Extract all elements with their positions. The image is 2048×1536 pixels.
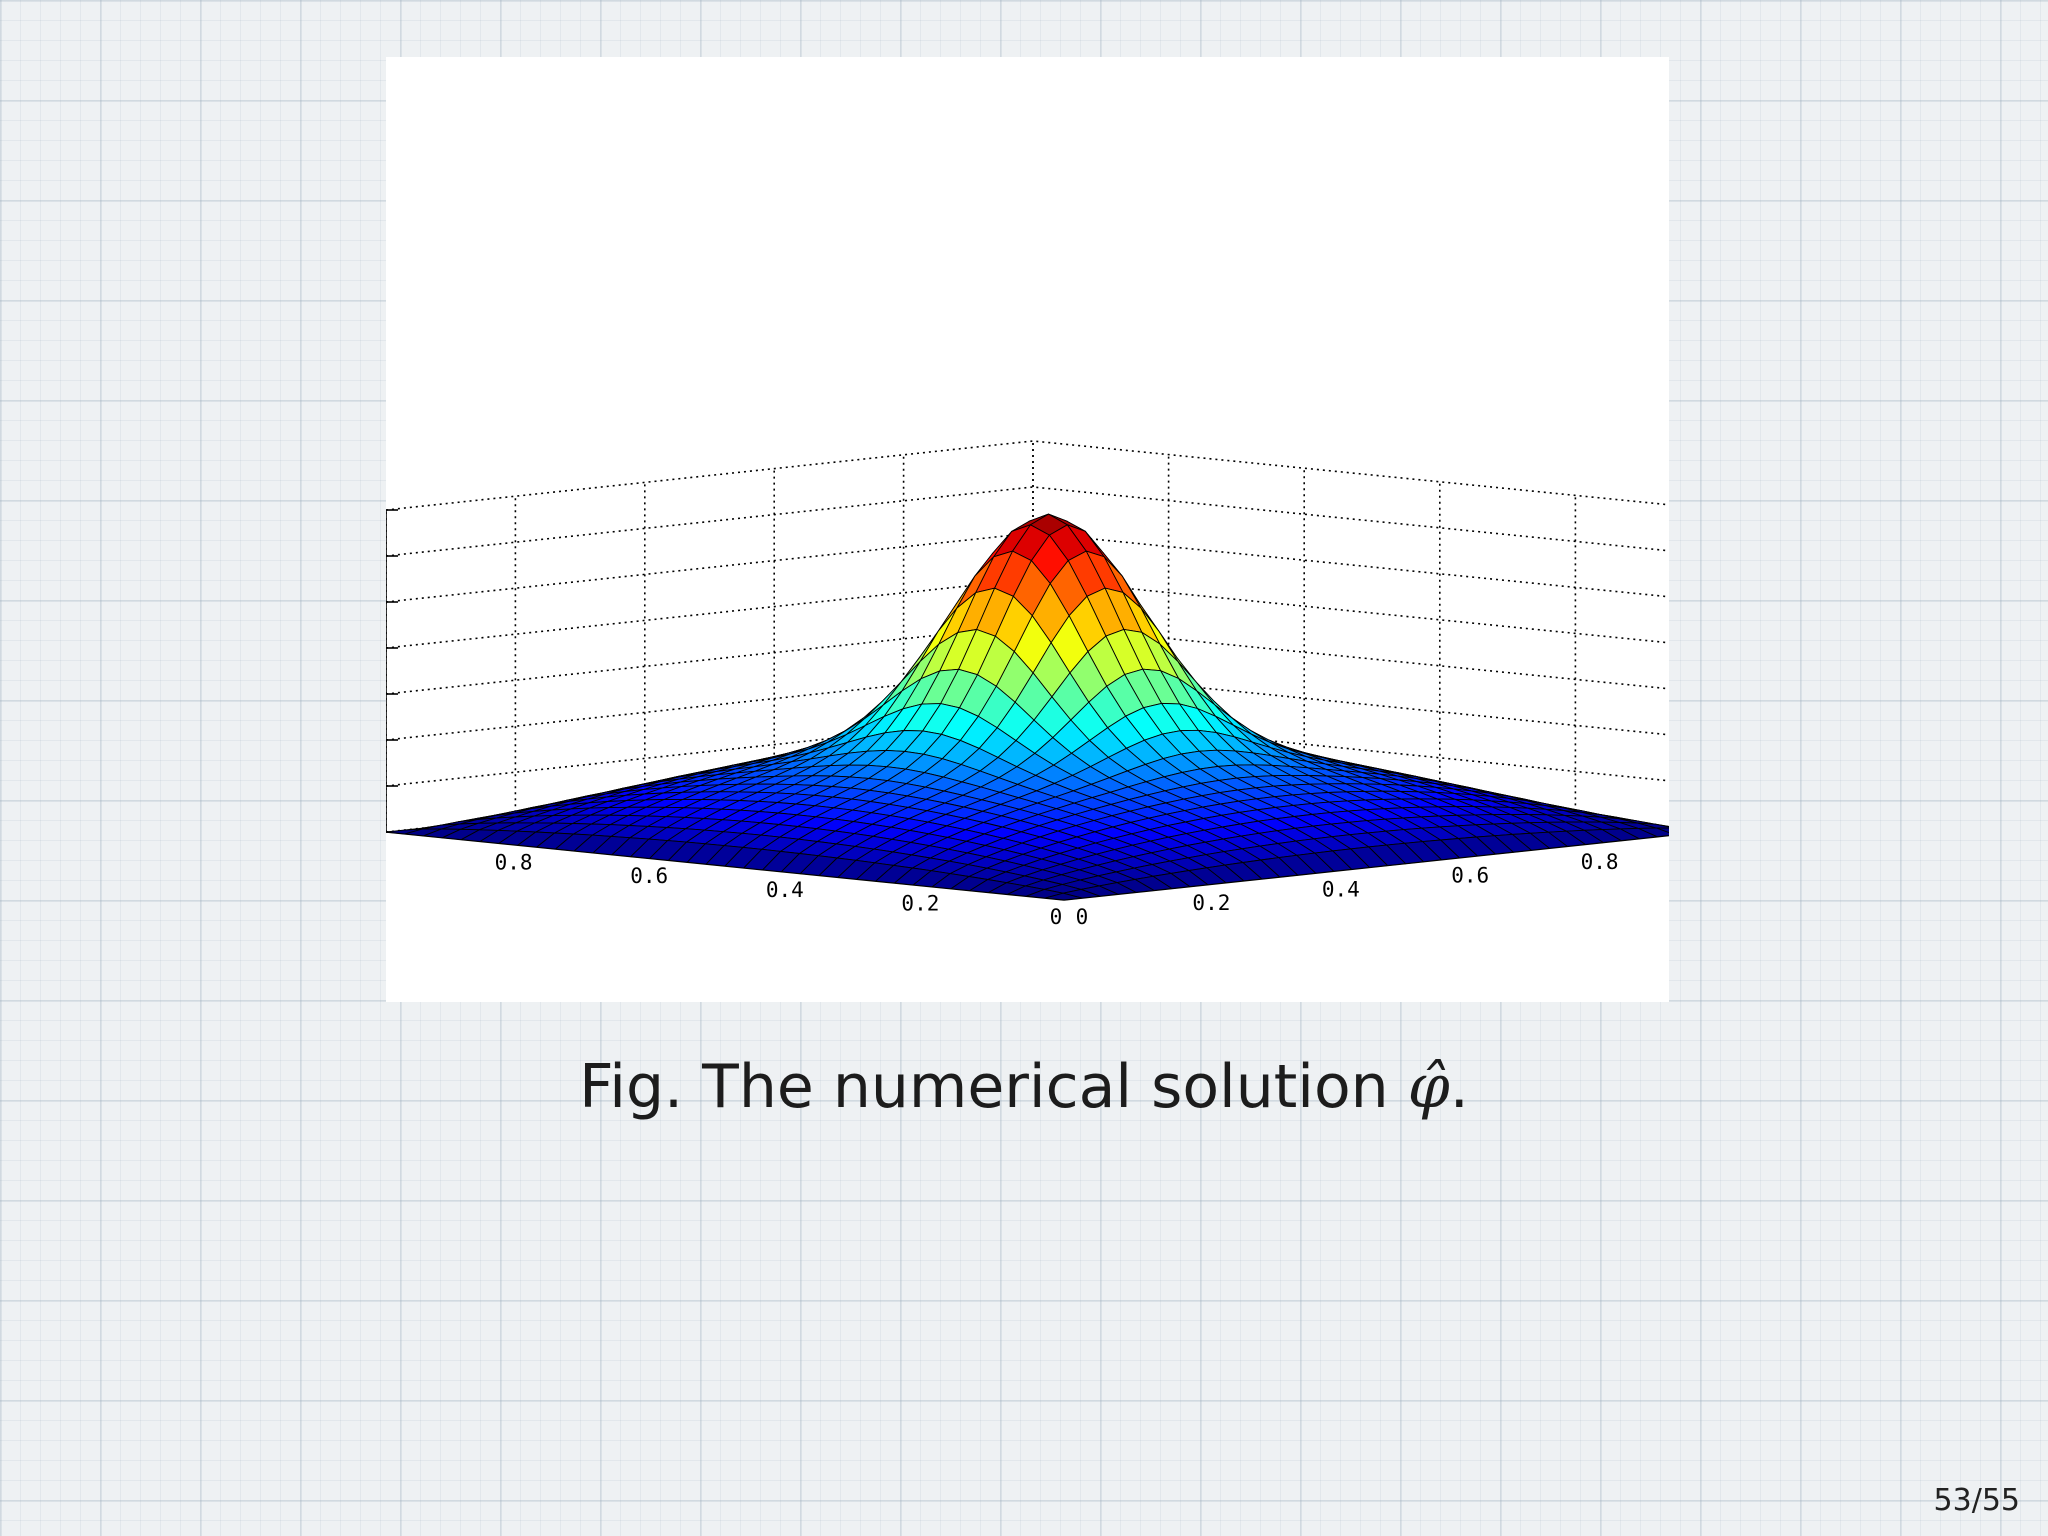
grid-line (386, 532, 1669, 603)
y-tick-label: 0.4 (1322, 877, 1360, 901)
x-tick-label: 0.4 (766, 878, 804, 902)
grid-line (386, 670, 1669, 741)
y-tick-label: 0.6 (1451, 864, 1489, 888)
surface-mesh (386, 513, 1669, 901)
y-tick-label: 0.2 (1192, 891, 1230, 915)
figure-caption: Fig. The numerical solution φ̂. (0, 1052, 2048, 1122)
page-number: 53/55 (1933, 1483, 2020, 1518)
grid-line (386, 486, 1669, 557)
figure-panel: 00.050.10.150.20.250.30.3500.20.40.60.81… (386, 57, 1669, 1002)
caption-period: . (1449, 1052, 1469, 1122)
caption-symbol: φ̂ (1407, 1052, 1450, 1122)
x-tick-label: 0.6 (630, 864, 668, 888)
grid-line (386, 716, 1669, 787)
x-tick-label: 0.8 (495, 851, 533, 875)
surface-plot: 00.050.10.150.20.250.30.3500.20.40.60.81… (386, 440, 1669, 929)
x-tick-label: 0 (1050, 905, 1063, 929)
grid-line (386, 440, 1669, 511)
x-tick-label: 0.2 (901, 891, 939, 915)
plot-grid (386, 440, 1669, 833)
y-tick-label: 0 (1076, 905, 1089, 929)
caption-text: Fig. The numerical solution (579, 1052, 1389, 1122)
surface-patch (1045, 892, 1083, 901)
y-tick-label: 0.8 (1581, 850, 1619, 874)
grid-line (386, 624, 1669, 695)
grid-line (386, 578, 1669, 649)
tick-labels: 00.050.10.150.20.250.30.3500.20.40.60.81… (495, 850, 1619, 929)
